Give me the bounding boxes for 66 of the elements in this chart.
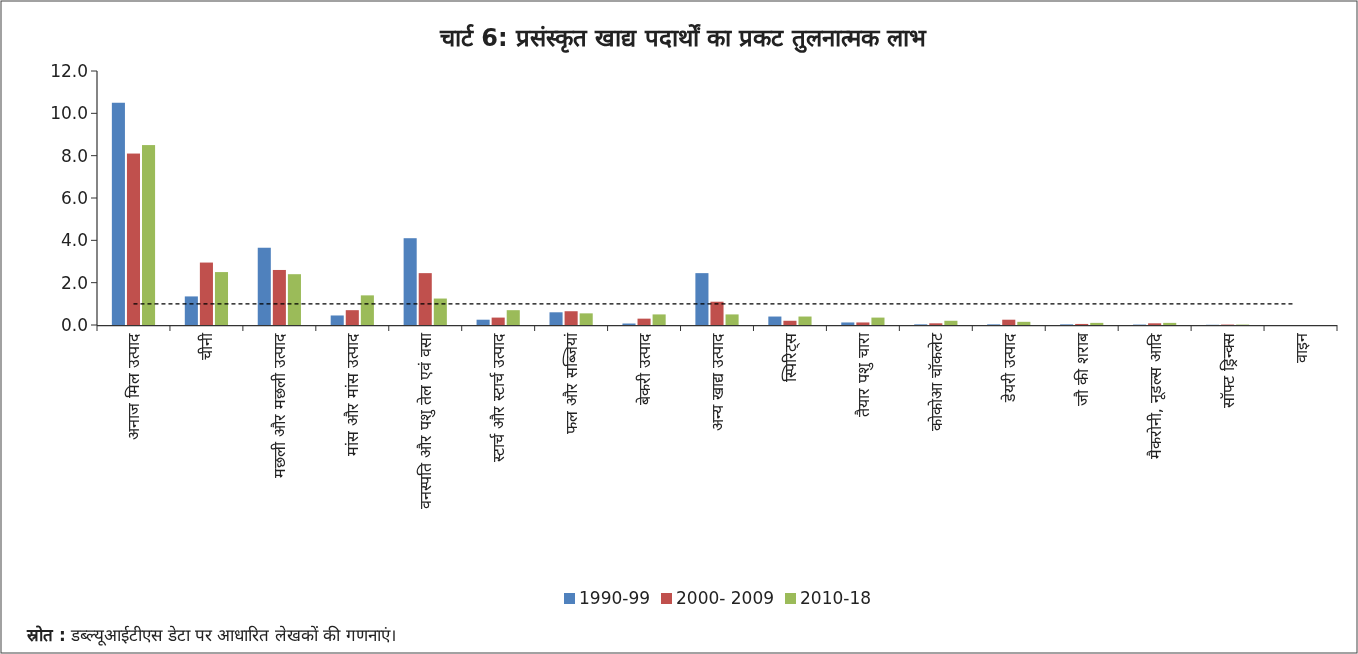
x-tick-label: वाइन — [1291, 332, 1311, 363]
bar — [1002, 319, 1016, 325]
bar — [345, 310, 359, 325]
chart-title: चार्ट 6: प्रसंस्कृत खाद्य पदार्थों का प्रकट तुलनात्मक लाभ — [438, 24, 928, 53]
x-tick-label: कोकोआ चॉकलेट — [926, 332, 946, 432]
bar — [579, 313, 593, 325]
text: स्रोत : डब्ल्यूआईटीएस डेटा पर आधारित लेखकों की गणनाएं। — [26, 625, 396, 646]
bar — [783, 320, 797, 325]
x-tick-label: मछली और मछली उत्पाद — [270, 333, 290, 479]
bar — [637, 318, 651, 325]
bar — [476, 319, 490, 325]
bar — [710, 301, 724, 325]
bar — [491, 317, 505, 325]
bar — [564, 311, 578, 325]
legend-label: 2000- 2009 — [676, 588, 775, 608]
bar — [695, 273, 709, 325]
bar — [272, 269, 286, 325]
y-tick-label: 4.0 — [60, 230, 88, 251]
bar — [841, 322, 855, 325]
bar — [184, 296, 198, 325]
bar — [798, 316, 812, 325]
bar — [287, 274, 301, 325]
bar — [199, 262, 213, 325]
bar — [725, 314, 739, 325]
bar — [257, 247, 271, 325]
legend-label: 1990-99 — [579, 588, 651, 608]
x-tick-label: वनस्पति और पशु तेल एवं वसा — [416, 332, 437, 510]
y-tick-label: 6.0 — [60, 188, 88, 208]
y-tick-label: 2.0 — [60, 272, 88, 293]
bar — [1163, 322, 1177, 325]
legend-label: 2010-18 — [800, 588, 872, 608]
x-tick-label: स्पिरिट्स — [780, 332, 801, 382]
bar — [111, 102, 125, 325]
x-tick-label: चीनी — [197, 332, 217, 360]
bar — [549, 312, 563, 325]
x-tick-label: अन्य खाद्य उत्पाद — [708, 333, 727, 432]
bar — [944, 320, 958, 325]
y-tick-label: 0.0 — [60, 315, 88, 335]
y-tick-label: 10.0 — [50, 103, 88, 124]
bar — [506, 310, 520, 325]
x-tick-label: सॉफ्ट ड्रिन्क्स — [1218, 332, 1238, 409]
x-tick-label: डेयरी उत्पाद — [999, 333, 1019, 404]
x-tick-label: बेकरी उत्पाद — [635, 333, 655, 406]
bar — [418, 273, 432, 325]
bar — [871, 317, 885, 325]
bar — [360, 295, 374, 325]
x-tick-label: मैकरोनी, नूडल्स आदि — [1145, 333, 1166, 460]
bar — [768, 316, 782, 325]
x-tick-label: तैयार पशु चारा — [853, 332, 874, 418]
bar — [214, 272, 229, 325]
x-tick-label: मांस और मांस उत्पाद — [343, 333, 363, 457]
bar — [433, 298, 447, 325]
y-tick-label: 8.0 — [60, 145, 88, 166]
x-tick-label: स्टार्च और स्टार्च उत्पाद — [489, 333, 509, 463]
bar — [856, 322, 870, 325]
bar — [142, 145, 156, 325]
bar — [330, 315, 344, 325]
y-tick-label: 12.0 — [50, 61, 88, 81]
bar — [652, 314, 666, 325]
bar — [1017, 321, 1031, 325]
bar — [1090, 322, 1104, 325]
x-tick-label: अनाज मिल उत्पाद — [124, 333, 144, 441]
x-tick-label: जौ की शराब — [1072, 332, 1092, 407]
bar — [403, 238, 417, 325]
x-tick-label: फल और सब्जियां — [562, 332, 582, 435]
bar — [126, 153, 141, 325]
